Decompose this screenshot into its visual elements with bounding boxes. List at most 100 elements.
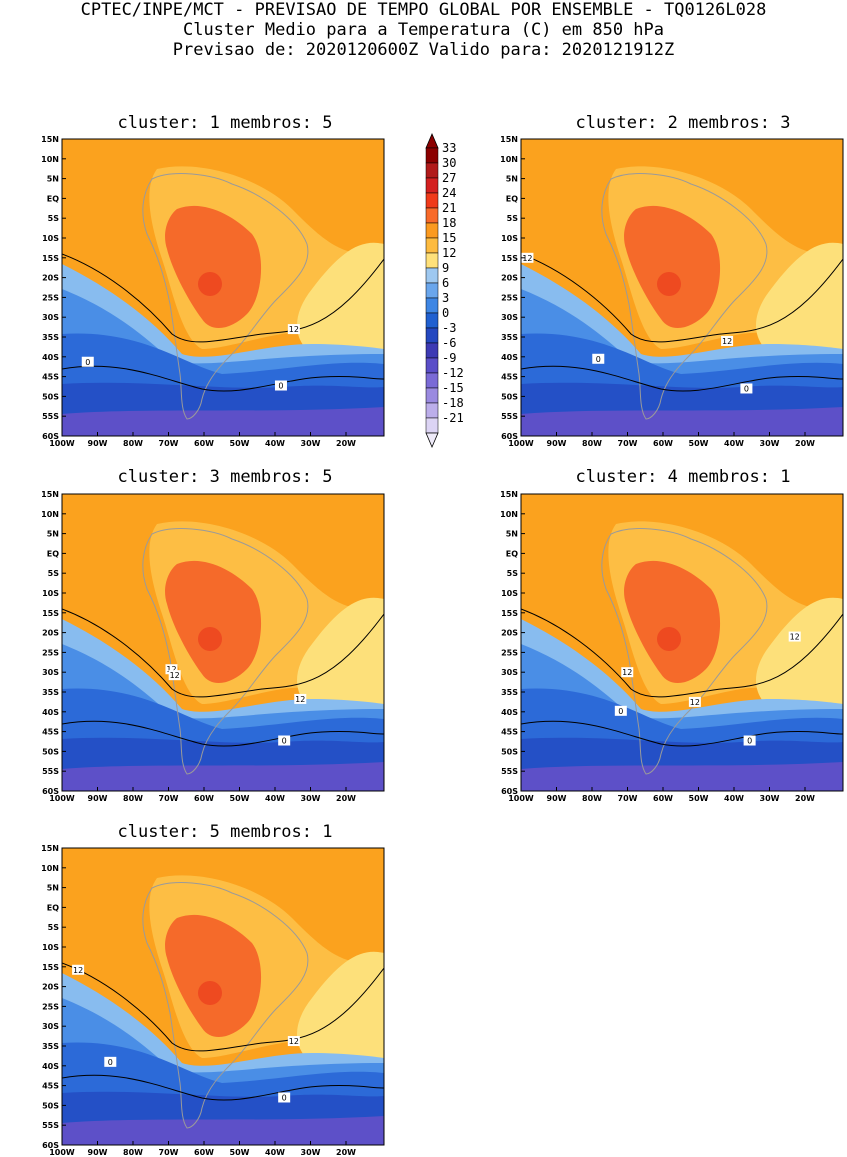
lat-label: 5N <box>47 884 59 893</box>
contour-label: 12 <box>72 964 85 975</box>
lat-label: 15N <box>500 490 518 499</box>
lon-label: 100W <box>49 794 75 803</box>
colorbar-label: 12 <box>442 246 456 260</box>
contour-label-text: 0 <box>618 707 623 716</box>
contour-12 <box>62 253 384 343</box>
contour-label: 0 <box>614 705 627 716</box>
contour-label: 12 <box>521 252 534 263</box>
lat-label: 40S <box>42 353 59 362</box>
lon-label: 70W <box>159 439 179 448</box>
lat-label: 35S <box>501 688 518 697</box>
lat-label: 40S <box>42 708 59 717</box>
field-polar-band <box>62 1116 384 1145</box>
map-panel-4: 12 12 12 0 0 15N 10N 5N EQ 5S 10S 15S 20S 25S 30S 35S 40… <box>500 490 844 803</box>
contour-label-text: 12 <box>722 337 732 346</box>
lat-label: 10N <box>41 864 59 873</box>
lat-label: 10S <box>501 589 518 598</box>
contour-label-text: 0 <box>747 737 752 746</box>
contour-label: 12 <box>621 667 634 678</box>
coastline <box>142 882 309 1129</box>
lon-label: 70W <box>159 1148 179 1157</box>
lat-label: 20S <box>501 274 518 283</box>
lat-label: 55S <box>501 767 518 776</box>
colorbar-label: 24 <box>442 186 456 200</box>
contour-0 <box>62 720 384 747</box>
contour-label: 0 <box>81 356 94 367</box>
map-frame <box>520 493 844 792</box>
contour-label: 12 <box>168 670 181 681</box>
lat-label: 60S <box>42 787 59 796</box>
field-hot-spot <box>198 272 222 296</box>
colorbar-label: -15 <box>442 381 464 395</box>
lon-label: 50W <box>230 794 250 803</box>
lat-label: 45S <box>42 1082 59 1091</box>
colorbar-label: 27 <box>442 171 456 185</box>
lat-label: 30S <box>42 668 59 677</box>
coastline <box>142 528 309 775</box>
lon-label: 30W <box>760 439 780 448</box>
colorbar-swatch <box>425 417 439 434</box>
lat-label: 10S <box>501 234 518 243</box>
field-warm-core <box>624 560 721 684</box>
lat-label: 10N <box>500 510 518 519</box>
lon-label: 60W <box>653 794 673 803</box>
lat-label: 10N <box>500 155 518 164</box>
lon-label: 100W <box>508 794 534 803</box>
lon-label: 80W <box>123 1148 143 1157</box>
colorbar-label: 6 <box>442 276 449 290</box>
colorbar-swatch <box>425 207 439 224</box>
lon-label: 100W <box>49 1148 75 1157</box>
lat-label: 45S <box>42 373 59 382</box>
lat-label: 55S <box>501 412 518 421</box>
lon-label: 100W <box>508 439 534 448</box>
lat-label: 60S <box>42 432 59 441</box>
contour-12 <box>521 608 843 698</box>
map-frame <box>61 493 385 792</box>
lon-label: 100W <box>49 439 75 448</box>
lat-label: 30S <box>42 1022 59 1031</box>
contour-label: 0 <box>278 735 291 746</box>
field-yellow <box>297 597 384 709</box>
lat-label: 20S <box>501 629 518 638</box>
contour-label-text: 12 <box>790 633 800 642</box>
contour-label: 0 <box>104 1056 117 1067</box>
lat-label: 25S <box>42 293 59 302</box>
contour-label: 0 <box>274 380 287 391</box>
contour-label: 12 <box>788 631 801 642</box>
lat-label: 15S <box>501 254 518 263</box>
coastline <box>601 173 768 420</box>
lon-label: 80W <box>123 439 143 448</box>
lon-label: 90W <box>547 439 567 448</box>
colorbar-label: -6 <box>442 336 456 350</box>
lat-label: 60S <box>501 787 518 796</box>
field-warm-core <box>624 205 721 329</box>
lon-label: 20W <box>336 794 356 803</box>
lon-label: 90W <box>547 794 567 803</box>
lon-label: 50W <box>689 794 709 803</box>
colorbar-swatch <box>425 267 439 284</box>
contour-12 <box>521 253 843 343</box>
lat-label: 45S <box>42 728 59 737</box>
contour-0 <box>521 720 843 747</box>
lat-label: EQ <box>47 194 59 203</box>
contour-label-text: 12 <box>166 665 176 674</box>
lat-label: 30S <box>501 668 518 677</box>
lat-label: 5N <box>47 175 59 184</box>
contour-label-text: 12 <box>295 695 305 704</box>
lat-label: 10S <box>42 943 59 952</box>
contour-label-text: 12 <box>289 325 299 334</box>
lat-label: 25S <box>42 1002 59 1011</box>
lat-label: 45S <box>501 728 518 737</box>
lat-label: 55S <box>42 1121 59 1130</box>
contour-label-text: 12 <box>522 254 532 263</box>
lat-label: 60S <box>501 432 518 441</box>
header-line-3: Previsao de: 2020120600Z Valido para: 20… <box>172 40 675 60</box>
lat-label: 15N <box>41 135 59 144</box>
lat-label: 15S <box>42 963 59 972</box>
colorbar-label: 15 <box>442 231 456 245</box>
contour-label: 0 <box>592 353 605 364</box>
contour-label-text: 0 <box>596 355 601 364</box>
colorbar-label: 9 <box>442 261 449 275</box>
lat-label: 15N <box>41 490 59 499</box>
panel-title-3: cluster: 3 membros: 5 <box>117 467 333 487</box>
